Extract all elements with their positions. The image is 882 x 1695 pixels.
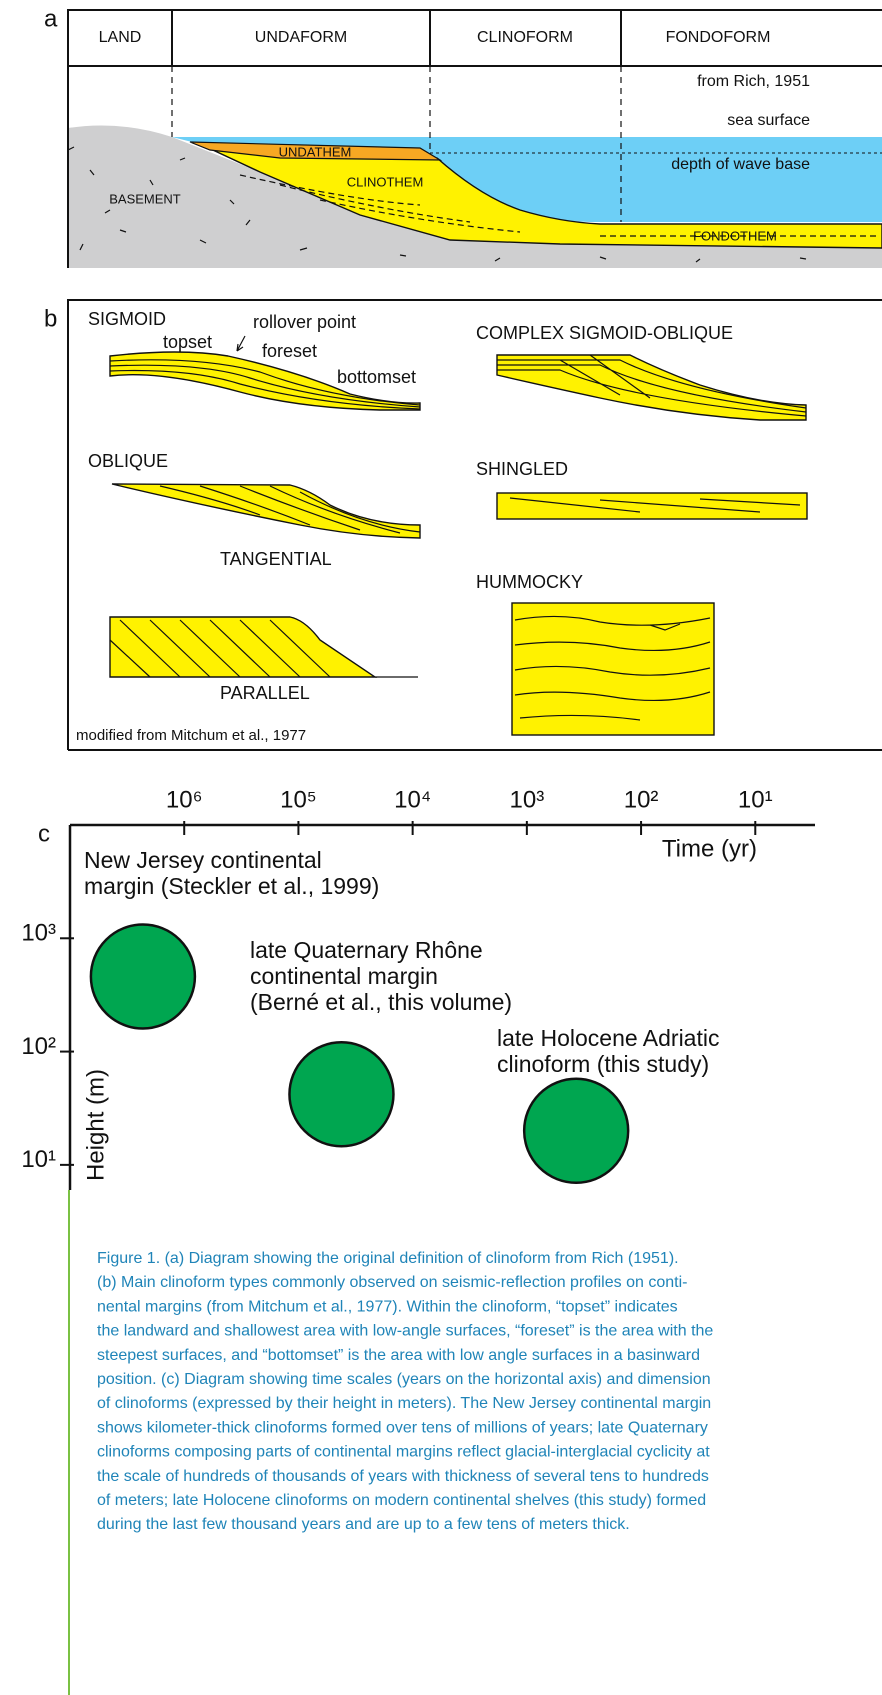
caption-line: position. (c) Diagram showing time scale… xyxy=(97,1371,711,1388)
annotation: topset xyxy=(163,332,212,352)
unit-label: UNDATHEM xyxy=(279,144,352,159)
caption-line: during the last few thousand years and a… xyxy=(97,1516,630,1533)
parallel-shape xyxy=(110,617,375,677)
sea-surface-label: sea surface xyxy=(727,112,810,129)
type-label: COMPLEX SIGMOID-OBLIQUE xyxy=(476,323,733,343)
point-label: clinoform (this study) xyxy=(497,1051,709,1077)
x-tick-label: 10⁵ xyxy=(280,786,317,813)
shingled-shape xyxy=(497,493,807,519)
bubble xyxy=(289,1042,393,1146)
type-label: PARALLEL xyxy=(220,683,310,703)
caption-line: shows kilometer-thick clinoforms formed … xyxy=(97,1419,708,1436)
oblique-shape xyxy=(112,484,420,538)
point-label: margin (Steckler et al., 1999) xyxy=(84,873,379,899)
bubble xyxy=(524,1079,628,1183)
caption-line: of clinoforms (expressed by their height… xyxy=(97,1395,711,1412)
y-tick-label: 10³ xyxy=(21,920,56,947)
header: FONDOFORM xyxy=(666,29,771,46)
x-tick-label: 10³ xyxy=(510,786,545,813)
caption-line: Figure 1. (a) Diagram showing the origin… xyxy=(97,1250,679,1267)
annotation: rollover point xyxy=(253,312,356,332)
caption-line: clinoforms composing parts of continenta… xyxy=(97,1444,710,1461)
panel-a: a LAND UNDAFORM CLINOFORM FONDOFORM from… xyxy=(44,5,882,268)
bubble xyxy=(91,924,195,1028)
source: from Rich, 1951 xyxy=(697,73,810,90)
type-label: HUMMOCKY xyxy=(476,572,583,592)
caption: Figure 1. (a) Diagram showing the origin… xyxy=(97,1250,713,1533)
unit-label: FONDOTHEM xyxy=(693,228,777,243)
panel-b: b SIGMOID COMPLEX SIGMOID-OBLIQUE OBLIQU… xyxy=(44,300,882,750)
caption-line: the landward and shallowest area with lo… xyxy=(97,1323,713,1340)
header: CLINOFORM xyxy=(477,29,573,46)
wave-base-label: depth of wave base xyxy=(671,156,810,173)
rollover-arrow xyxy=(237,336,245,351)
type-label: SHINGLED xyxy=(476,459,568,479)
point-label: continental margin xyxy=(250,963,438,989)
unit-label: BASEMENT xyxy=(109,191,181,206)
panel-c: c Time (yr) Height (m) 10⁶ 10⁵ 10⁴ 10³ 10² 10… xyxy=(21,786,815,1190)
page: a LAND UNDAFORM CLINOFORM FONDOFORM from… xyxy=(0,0,882,1695)
caption-line: (b) Main clinoform types commonly observ… xyxy=(97,1274,687,1291)
panel-label: a xyxy=(44,5,58,32)
unit-label: CLINOTHEM xyxy=(347,174,424,189)
header: UNDAFORM xyxy=(255,29,347,46)
caption-line: the scale of hundreds of thousands of ye… xyxy=(97,1468,709,1485)
point-label: late Holocene Adriatic xyxy=(497,1025,719,1051)
x-axis-title: Time (yr) xyxy=(662,835,757,862)
caption-line: of meters; late Holocene clinoforms on m… xyxy=(97,1492,706,1509)
type-label: OBLIQUE xyxy=(88,451,168,471)
caption-line: steepest surfaces, and “bottomset” is th… xyxy=(97,1347,700,1364)
annotation: foreset xyxy=(262,341,317,361)
point-label: late Quaternary Rhône xyxy=(250,937,483,963)
point-label: New Jersey continental xyxy=(84,847,322,873)
panel-label: b xyxy=(44,305,57,332)
header: LAND xyxy=(99,29,142,46)
type-label: TANGENTIAL xyxy=(220,549,332,569)
source: modified from Mitchum et al., 1977 xyxy=(76,727,306,744)
x-tick-label: 10⁴ xyxy=(394,786,431,813)
x-tick-label: 10¹ xyxy=(738,786,773,813)
caption-line: nental margins (from Mitchum et al., 197… xyxy=(97,1298,678,1315)
annotation: bottomset xyxy=(337,367,416,387)
x-tick-label: 10² xyxy=(624,786,659,813)
y-axis-title: Height (m) xyxy=(82,1069,109,1181)
panel-label: c xyxy=(38,820,50,847)
x-tick-label: 10⁶ xyxy=(166,786,203,813)
type-label: SIGMOID xyxy=(88,309,166,329)
y-tick-label: 10² xyxy=(21,1033,56,1060)
point-label: (Berné et al., this volume) xyxy=(250,989,512,1015)
y-tick-label: 10¹ xyxy=(21,1146,56,1173)
